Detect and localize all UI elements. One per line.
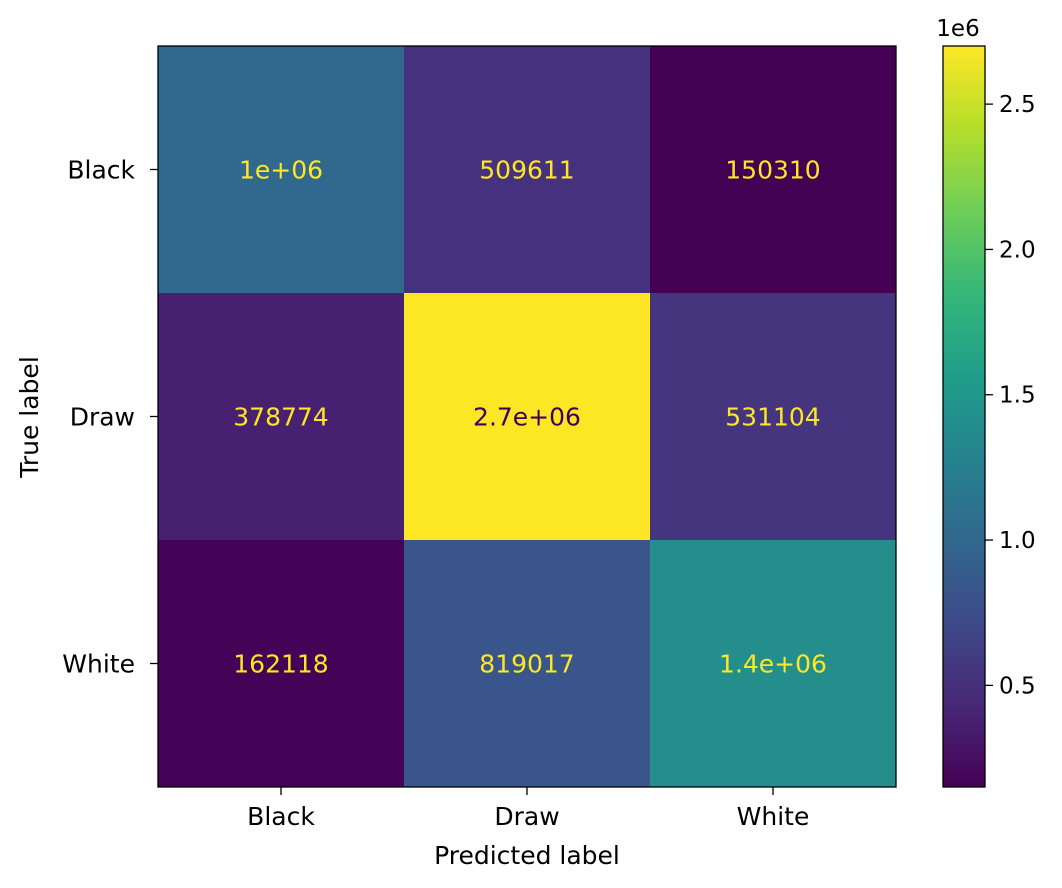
colorbar [942,45,986,788]
colorbar-tick-label: 1.0 [999,528,1036,554]
x-axis-ticks: Black Draw White [247,787,809,831]
cell-value-label: 531104 [725,403,820,432]
cell-value-label: 509611 [479,156,574,185]
heatmap-cell [404,293,651,541]
cell-value-label: 1e+06 [239,156,323,185]
colorbar-tick-label: 0.5 [999,673,1036,699]
cell-value-label: 819017 [479,650,574,679]
heatmap-cells: 1e+06 509611 150310 378774 2.7e+06 531104 1621… [158,46,897,788]
y-tick-label: White [62,650,135,679]
heatmap-cell [650,540,897,788]
colorbar-ticks: 0.5 1.0 1.5 2.0 2.5 [985,92,1036,699]
cell-value-label: 150310 [725,156,820,185]
cell-value-label: 2.7e+06 [473,403,581,432]
x-tick-label: Draw [494,802,559,831]
x-axis-title: Predicted label [434,841,620,870]
y-tick-label: Black [67,156,135,185]
cell-value-label: 1.4e+06 [719,650,827,679]
x-tick-label: Black [247,802,315,831]
heatmap-cell [158,293,405,541]
colorbar-tick-label: 2.5 [999,92,1036,118]
heatmap-cell [158,540,405,788]
x-tick-label: White [737,802,810,831]
cell-value-label: 162118 [233,650,328,679]
colorbar-multiplier-label: 1e6 [936,16,979,42]
heatmap-cell [404,540,651,788]
heatmap-cell [404,46,651,294]
colorbar-tick-label: 1.5 [999,383,1036,409]
heatmap-cell [650,293,897,541]
y-tick-label: Draw [70,403,135,432]
colorbar-tick-label: 2.0 [999,237,1036,263]
heatmap-cell [650,46,897,294]
y-axis-title: True label [15,356,44,479]
y-axis-ticks: Black Draw White [62,156,158,679]
heatmap-cell [158,46,405,294]
cell-value-label: 378774 [233,403,328,432]
